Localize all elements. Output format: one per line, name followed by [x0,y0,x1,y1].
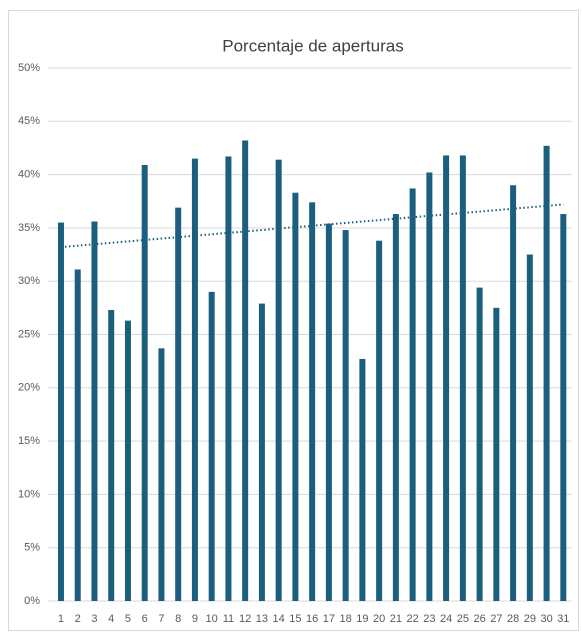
bar [526,254,533,602]
x-tick-label: 11 [223,613,234,625]
x-tick-label: 17 [323,613,335,625]
bar [309,202,316,602]
x-tick-label: 24 [440,613,452,625]
bar [543,145,550,601]
x-tick-label: 13 [256,613,268,625]
x-tick-label: 10 [206,613,218,625]
bar [208,291,215,601]
x-tick-label: 31 [557,613,569,625]
x-tick-label: 18 [340,613,352,625]
x-tick-label: 22 [406,613,418,625]
trendline [60,203,564,249]
bar [560,214,567,602]
bar [426,172,433,601]
y-tick-label: 5% [24,542,40,554]
y-tick-label: 20% [18,382,40,394]
y-tick-label: 45% [18,115,40,127]
x-tick-label: 27 [490,613,502,625]
x-tick-label: 5 [125,613,131,625]
bar [443,155,450,602]
bar [57,222,64,601]
x-tick-label: 14 [273,613,285,625]
x-tick-label: 30 [540,613,552,625]
x-tick-label: 23 [423,613,435,625]
x-tick-label: 7 [158,613,164,625]
bar [342,230,349,602]
bar [141,165,148,602]
bar [74,269,81,601]
x-tick-label: 3 [91,613,97,625]
bar [493,307,500,601]
y-tick-label: 50% [18,62,40,74]
bar [510,185,517,601]
x-tick-label: 9 [192,613,198,625]
bar [108,309,115,601]
bar [292,192,299,602]
bar [175,207,182,601]
x-tick-label: 20 [373,613,385,625]
x-tick-label: 8 [175,613,181,625]
x-tick-label: 19 [356,613,368,625]
x-tick-label: 16 [306,613,318,625]
bar [409,188,416,601]
x-tick-label: 15 [289,613,301,625]
x-tick-label: 28 [507,613,519,625]
y-tick-label: 25% [18,328,40,340]
x-tick-label: 21 [390,613,402,625]
y-tick-label: 15% [18,435,40,447]
x-tick-label: 12 [239,613,251,625]
y-tick-label: 10% [18,488,40,500]
bar [158,348,165,601]
x-tick-label: 1 [58,613,64,625]
y-tick-label: 35% [18,222,40,234]
bar [258,303,265,601]
y-tick-label: 40% [18,169,40,181]
bar [191,158,198,602]
bar [359,359,366,601]
x-tick-label: 25 [457,613,469,625]
x-tick-label: 26 [473,613,485,625]
bar [392,214,399,602]
bar [225,156,232,601]
bar [376,240,383,601]
bar [476,287,483,601]
x-tick-label: 6 [142,613,148,625]
chart-title: Porcentaje de aperturas [222,36,403,55]
x-tick-label: 4 [108,613,114,625]
bar [275,159,282,601]
x-tick-label: 2 [75,613,81,625]
bar [242,140,249,601]
y-tick-label: 0% [24,595,40,607]
x-tick-label: 29 [524,613,536,625]
bar [91,221,98,601]
y-tick-label: 30% [18,275,40,287]
bar [459,155,466,602]
bar [325,223,332,602]
bar [124,320,131,601]
